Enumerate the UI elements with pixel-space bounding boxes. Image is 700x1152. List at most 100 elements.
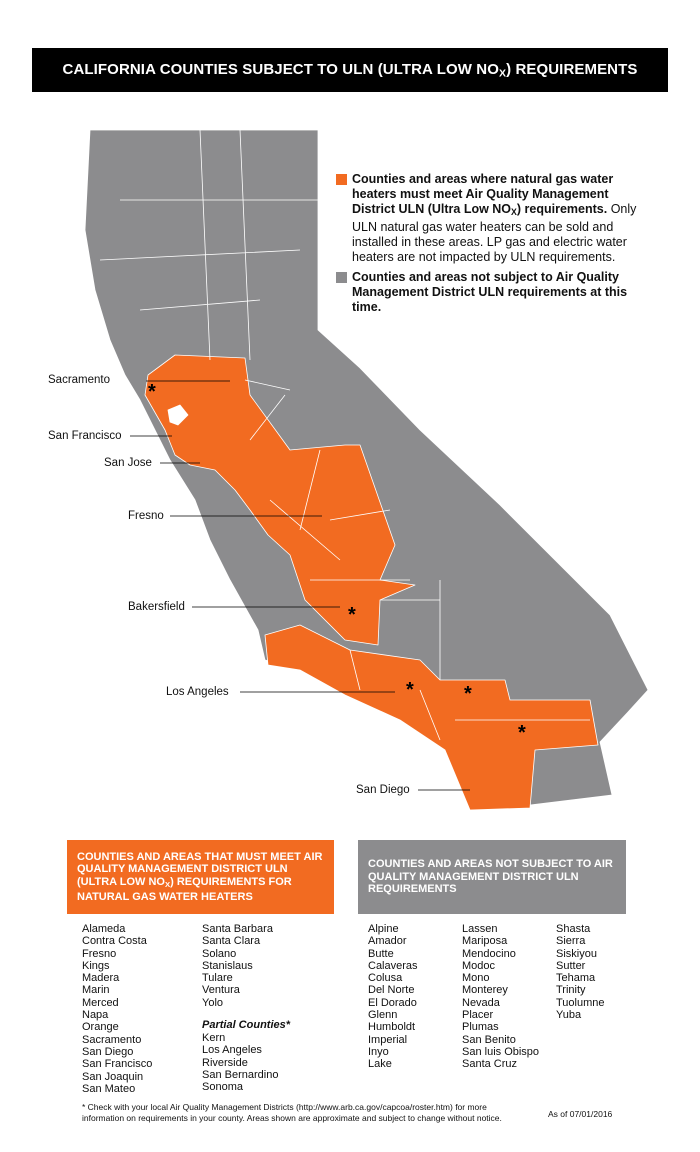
- legend-uln: Counties and areas where natural gas wat…: [318, 172, 648, 265]
- bay: [167, 404, 189, 426]
- title-text: CALIFORNIA COUNTIES SUBJECT TO ULN (ULTR…: [62, 60, 499, 78]
- title-text: ) REQUIREMENTS: [506, 60, 638, 78]
- non-uln-county: El Dorado: [368, 996, 417, 1009]
- asterisk: *: [406, 679, 414, 701]
- non-uln-county: Nevada: [462, 996, 500, 1009]
- non-uln-county: Colusa: [368, 972, 403, 985]
- legend-non-uln: Counties and areas not subject to Air Qu…: [318, 270, 648, 315]
- city-label: Los Angeles: [166, 686, 229, 698]
- uln-county: Orange: [82, 1021, 119, 1034]
- non-uln-county: Inyo: [368, 1045, 389, 1058]
- asterisk: *: [348, 604, 356, 626]
- non-uln-county: Glenn: [368, 1009, 398, 1022]
- city-label: San Jose: [104, 457, 152, 469]
- uln-county: Fresno: [82, 947, 117, 960]
- non-uln-county: Placer: [462, 1009, 494, 1022]
- asterisk: *: [148, 381, 156, 403]
- uln-county: Ventura: [202, 984, 240, 997]
- non-uln-county: Humboldt: [368, 1021, 416, 1034]
- city-label: San Diego: [356, 784, 410, 796]
- footnote: * Check with your local Air Quality Mana…: [82, 1102, 502, 1123]
- legend-bold: Counties and areas where natural gas wat…: [352, 172, 614, 216]
- city-label: Bakersfield: [128, 601, 185, 613]
- non-uln-county: Sierra: [556, 935, 586, 948]
- title: CALIFORNIA COUNTIES SUBJECT TO ULN (ULTR…: [63, 61, 638, 80]
- uln-south: [264, 624, 599, 811]
- legend-text: Only ULN natural gas water heaters can b…: [352, 202, 637, 265]
- non-uln-county: Mono: [462, 972, 490, 985]
- non-uln-county: Santa Cruz: [462, 1058, 518, 1071]
- legend-sub: X: [511, 207, 517, 218]
- heading-text: COUNTIES AND AREAS THAT MUST MEET AIR QU…: [77, 850, 323, 888]
- partial-county: Sonoma: [202, 1081, 243, 1094]
- non-uln-county: Plumas: [462, 1021, 499, 1034]
- non-uln-county: Siskiyou: [556, 947, 597, 960]
- non-uln-county: Amador: [368, 935, 407, 948]
- uln-county: Yolo: [202, 996, 224, 1009]
- partial-county: Los Angeles: [202, 1044, 262, 1057]
- non-uln-county: Lassen: [462, 923, 498, 935]
- partial-county: Kern: [202, 1032, 226, 1044]
- city-label: Sacramento: [48, 374, 111, 386]
- uln-county: Madera: [82, 972, 120, 985]
- non-uln-county: Yuba: [556, 1009, 582, 1022]
- uln-county: San Mateo: [82, 1082, 136, 1095]
- partial-county: San Bernardino: [202, 1068, 279, 1081]
- uln-county: San Joaquin: [82, 1070, 144, 1083]
- non-uln-heading: COUNTIES AND AREAS NOT SUBJECT TO AIR QU…: [358, 840, 626, 914]
- non-uln-county: San luis Obispo: [462, 1045, 540, 1058]
- uln-county: Contra Costa: [82, 935, 147, 948]
- non-uln-county: Trinity: [556, 984, 586, 997]
- uln-county: Santa Barbara: [202, 923, 273, 935]
- city-label: San Francisco: [48, 430, 122, 442]
- non-uln-county: Lake: [368, 1058, 392, 1071]
- title-sub: X: [498, 67, 507, 80]
- uln-county: Kings: [82, 959, 110, 972]
- map: * * * * *: [84, 129, 649, 811]
- date: As of 07/01/2016: [548, 1109, 613, 1119]
- uln-heading: COUNTIES AND AREAS THAT MUST MEET AIR QU…: [67, 840, 334, 914]
- non-uln-county: Modoc: [462, 959, 496, 972]
- non-uln-county: Del Norte: [368, 984, 415, 997]
- partial-heading: Partial Counties*: [202, 1019, 291, 1031]
- uln-county: Sacramento: [82, 1033, 142, 1046]
- non-uln-county: Shasta: [556, 923, 591, 935]
- uln-county: Santa Clara: [202, 935, 261, 948]
- non-uln-county: Tehama: [556, 972, 596, 985]
- uln-county: Stanislaus: [202, 959, 253, 972]
- city-label: Fresno: [128, 510, 164, 522]
- legend-bold: ) requirements.: [516, 202, 608, 216]
- county-column: Shasta Sierra Siskiyou Sutter Tehama Trinity T…: [556, 923, 605, 1021]
- uln-county: Solano: [202, 947, 237, 960]
- uln-north: [144, 354, 416, 646]
- non-uln-county: San Benito: [462, 1033, 516, 1046]
- partial-county: Riverside: [202, 1056, 248, 1069]
- county-column: Alameda Contra Costa Fresno Kings Madera Mari…: [82, 923, 152, 1095]
- non-uln-county: Alpine: [368, 923, 399, 935]
- uln-county: Marin: [82, 984, 110, 997]
- county-column: Alpine Amador Butte Calaveras Colusa Del Nort…: [368, 923, 418, 1071]
- non-uln-county: Mendocino: [462, 947, 516, 960]
- non-uln-county: Calaveras: [368, 959, 418, 972]
- uln-county: San Francisco: [82, 1058, 153, 1071]
- asterisk: *: [518, 722, 526, 744]
- county-lines: [99, 129, 590, 741]
- uln-county: Napa: [82, 1009, 109, 1022]
- legend-bold: Counties and areas not subject to Air Qu…: [352, 270, 628, 314]
- non-uln-county: Butte: [368, 947, 394, 960]
- heading-sub: X: [164, 879, 171, 889]
- county-column: Lassen Mariposa Mendocino Modoc Mono Monterey…: [462, 923, 539, 1071]
- heading-text: COUNTIES AND AREAS NOT SUBJECT TO AIR QU…: [368, 858, 613, 896]
- non-uln-county: Tuolumne: [556, 996, 605, 1009]
- asterisk: *: [464, 683, 472, 705]
- county-column: Kern Los Angeles Riverside San Bernardino So…: [202, 1032, 278, 1093]
- heading-text: ) REQUIREMENTS FOR NATURAL GAS WATER HEA…: [77, 875, 292, 903]
- non-uln-county: Imperial: [368, 1033, 408, 1046]
- uln-county: Merced: [82, 996, 119, 1009]
- county-column: Santa Barbara Santa Clara Solano Stanislaus…: [202, 923, 273, 1009]
- uln-county: Alameda: [82, 923, 126, 935]
- uln-county: San Diego: [82, 1045, 134, 1058]
- uln-county: Tulare: [202, 972, 233, 985]
- non-uln-county: Mariposa: [462, 935, 508, 948]
